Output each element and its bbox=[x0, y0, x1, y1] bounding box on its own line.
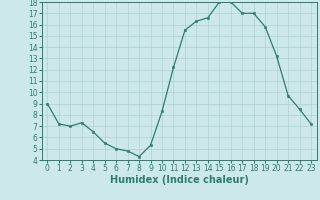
X-axis label: Humidex (Indice chaleur): Humidex (Indice chaleur) bbox=[110, 175, 249, 185]
